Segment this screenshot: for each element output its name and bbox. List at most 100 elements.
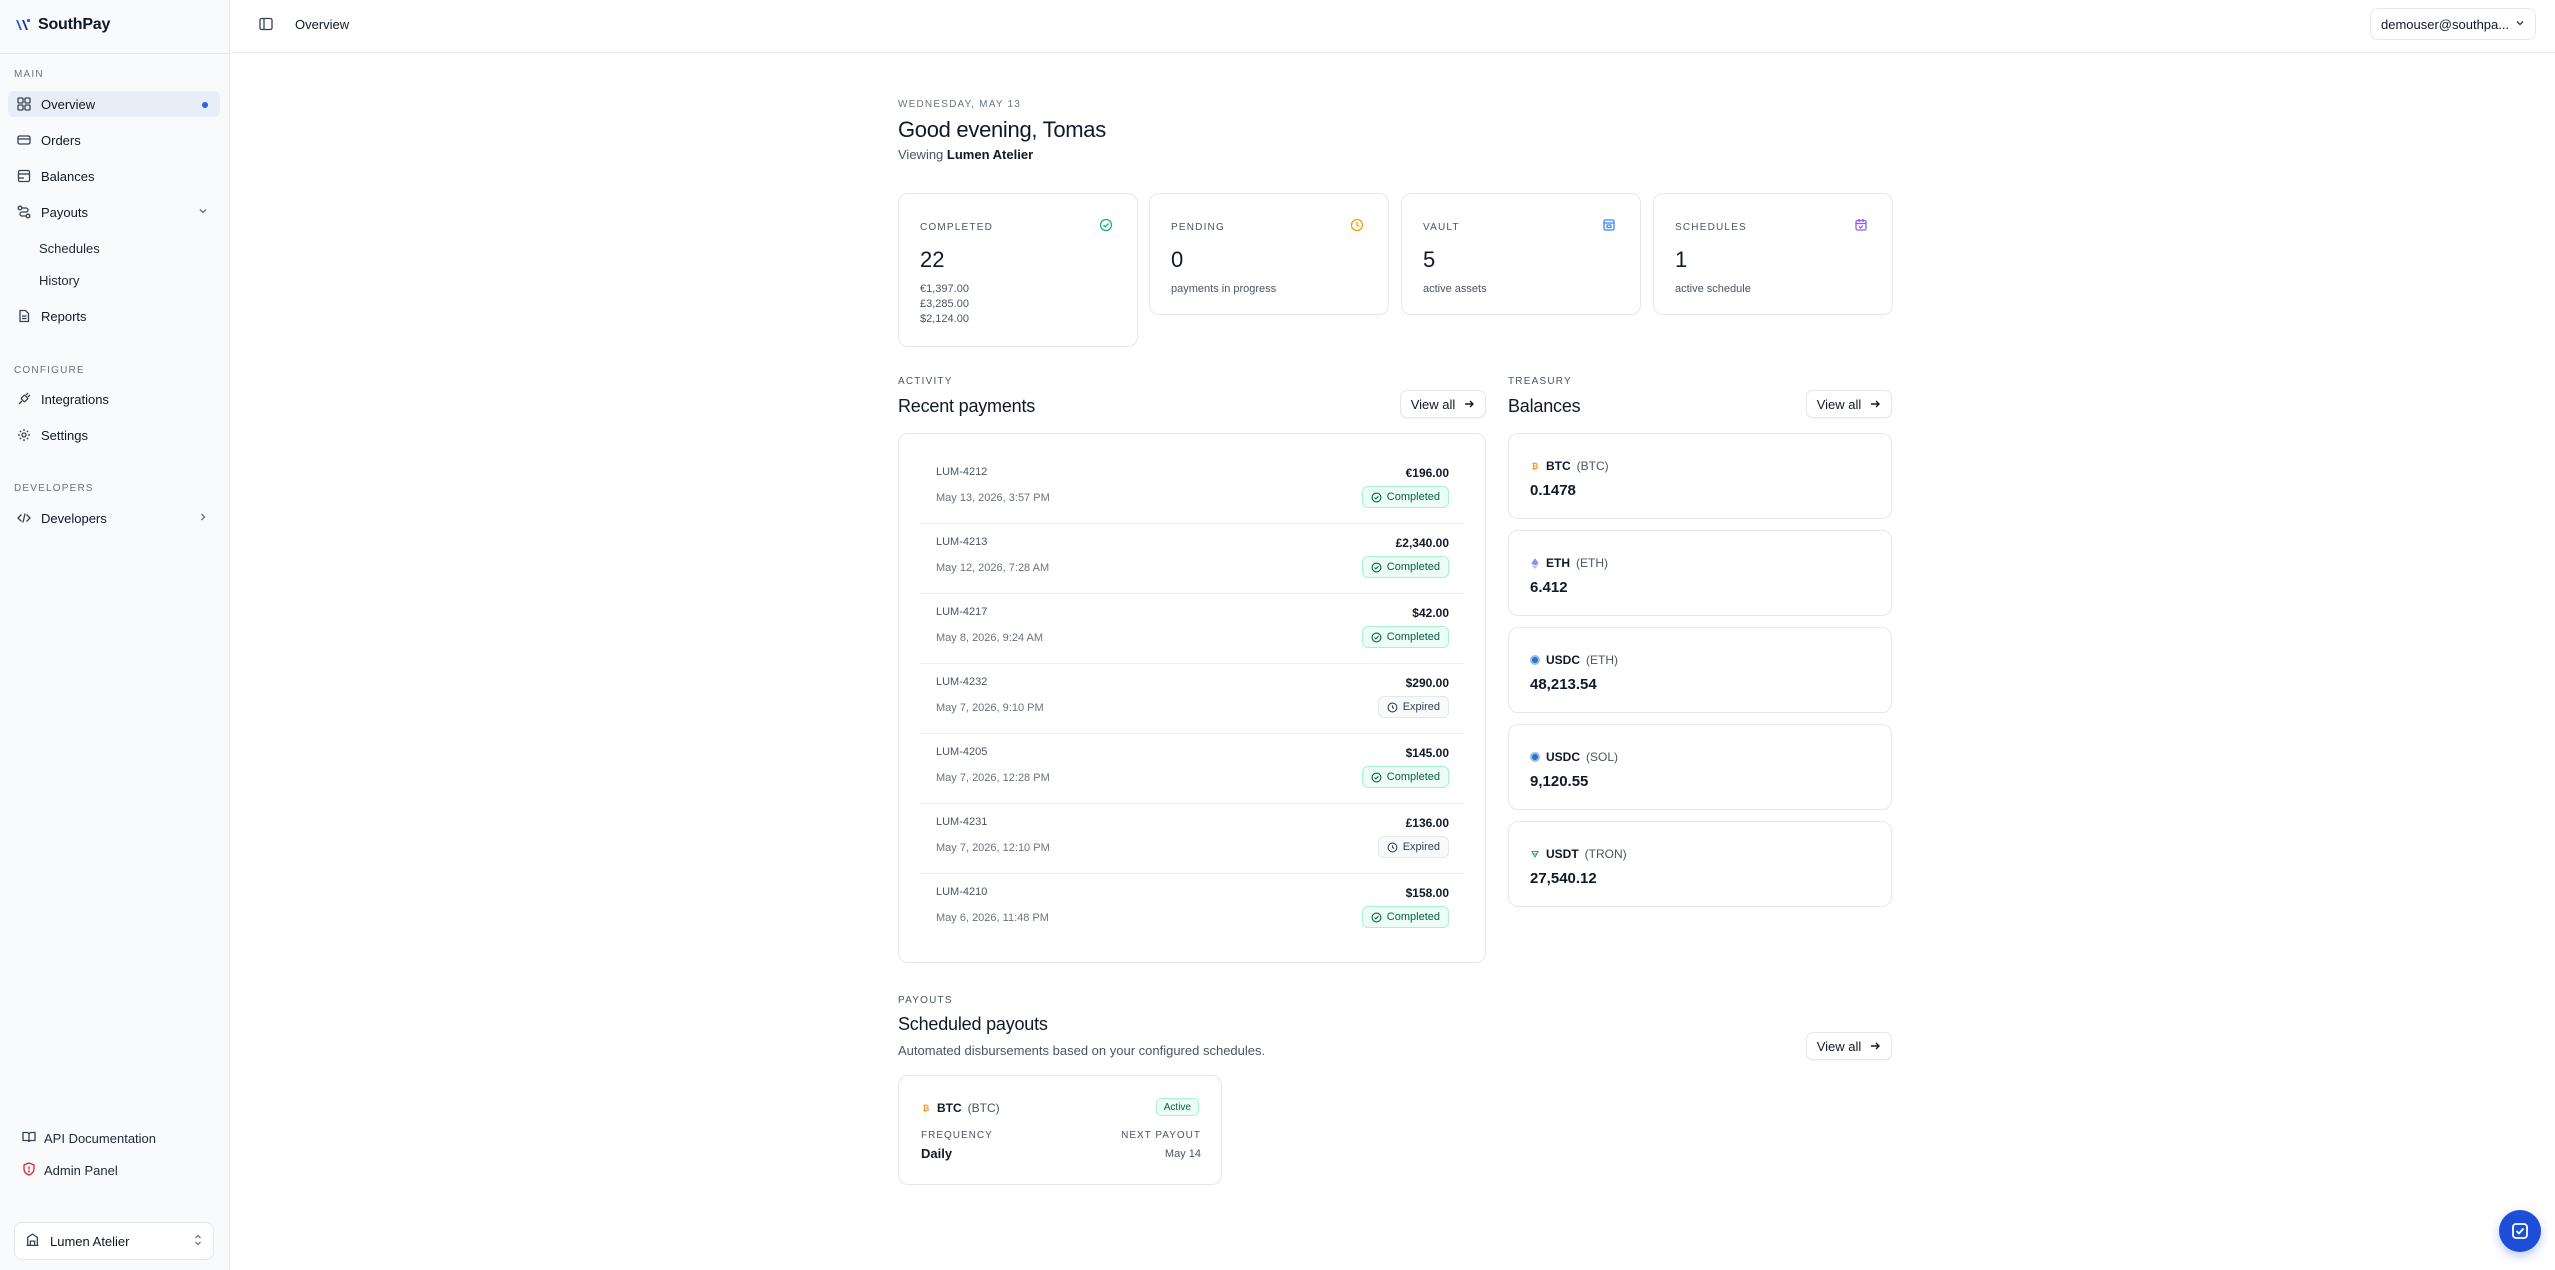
sidebar-item-label: Overview xyxy=(41,96,96,112)
status-label: Completed xyxy=(1386,911,1440,923)
btc-icon: ₿ xyxy=(922,1103,930,1113)
treasury-eyebrow: TREASURY xyxy=(1508,376,1572,387)
sidebar-item-integrations[interactable]: Integrations xyxy=(8,386,220,412)
clock-icon xyxy=(1387,702,1398,712)
payment-row[interactable]: LUM-4212 May 13, 2026, 3:57 PM €196.00 C… xyxy=(919,454,1465,524)
status-label: Completed xyxy=(1386,561,1440,573)
topbar: Overview demouser@southpa... xyxy=(231,0,2555,53)
recent-payments-title: Recent payments xyxy=(898,396,1036,416)
book-icon xyxy=(22,1130,36,1147)
building-icon xyxy=(25,1232,40,1250)
payouts-eyebrow: PAYOUTS xyxy=(898,995,953,1006)
asset-network: (ETH) xyxy=(1586,653,1619,667)
date-label: WEDNESDAY, MAY 13 xyxy=(898,99,1022,110)
sidebar-item-orders[interactable]: Orders xyxy=(8,127,220,153)
sidebar-item-developers[interactable]: Developers xyxy=(8,505,220,531)
brand-logo[interactable]: SouthPay xyxy=(14,14,110,36)
sidebar-item-label: Integrations xyxy=(41,391,109,407)
stat-card-vault[interactable]: VAULT 5 active assets xyxy=(1401,193,1641,315)
stat-card-completed[interactable]: COMPLETED 22 €1,397.00 £3,285.00 $2,124.… xyxy=(898,193,1138,347)
check-circle-icon xyxy=(1371,562,1382,572)
arrow-right-icon xyxy=(1871,400,1881,408)
viewing-context: Viewing Lumen Atelier xyxy=(898,147,1033,162)
view-all-label: View all xyxy=(1410,396,1456,412)
stat-card-schedules[interactable]: SCHEDULES 1 active schedule xyxy=(1653,193,1893,315)
usdt-icon xyxy=(1530,849,1540,859)
sidebar-item-payouts[interactable]: Payouts xyxy=(8,199,220,225)
viewing-prefix: Viewing xyxy=(898,147,944,162)
schedule-asset: ₿ BTC (BTC) xyxy=(921,1101,1000,1115)
sidebar-item-label: Orders xyxy=(41,132,81,148)
schedule-card[interactable]: ₿ BTC (BTC) Active FREQUENCY Daily NEXT … xyxy=(898,1075,1222,1185)
usdc-icon xyxy=(1530,752,1540,762)
stat-breakdown-usd: $2,124.00 xyxy=(920,313,969,325)
balance-card-usdt[interactable]: USDT (TRON) 27,540.12 xyxy=(1508,821,1892,907)
clock-icon xyxy=(1350,218,1366,234)
payment-row[interactable]: LUM-4205 May 7, 2026, 12:28 PM $145.00 C… xyxy=(919,734,1465,804)
help-chat-button[interactable] xyxy=(2499,1210,2541,1252)
sidebar-subitem-schedules[interactable]: Schedules xyxy=(30,237,220,259)
user-email: demouser@southpa... xyxy=(2381,16,2510,32)
stat-sub: active assets xyxy=(1423,283,1487,295)
asset-network: (SOL) xyxy=(1586,750,1619,764)
payment-date: May 7, 2026, 9:10 PM xyxy=(936,702,1044,714)
calendar-icon xyxy=(1854,218,1870,234)
balance-card-usdc-eth[interactable]: USDC (ETH) 48,213.54 xyxy=(1508,627,1892,713)
sidebar-item-settings[interactable]: Settings xyxy=(8,422,220,448)
balances-view-all-button[interactable]: View all xyxy=(1806,390,1892,418)
org-switcher[interactable]: Lumen Atelier xyxy=(14,1222,214,1260)
balance-card-btc[interactable]: ₿ BTC (BTC) 0.1478 xyxy=(1508,433,1892,519)
api-docs-link[interactable]: API Documentation xyxy=(22,1130,156,1147)
stat-breakdown-gbp: £3,285.00 xyxy=(920,298,969,310)
sidebar-toggle-icon xyxy=(259,17,273,31)
user-menu-button[interactable]: demouser@southpa... xyxy=(2370,8,2536,40)
asset-symbol: BTC xyxy=(1546,459,1571,473)
stat-card-pending[interactable]: PENDING 0 payments in progress xyxy=(1149,193,1389,315)
status-badge: Expired xyxy=(1377,836,1449,858)
payment-amount: $290.00 xyxy=(1405,676,1449,690)
sidebar-toggle-button[interactable] xyxy=(258,16,276,34)
payment-row[interactable]: LUM-4231 May 7, 2026, 12:10 PM £136.00 E… xyxy=(919,804,1465,874)
recent-payments-list: LUM-4212 May 13, 2026, 3:57 PM €196.00 C… xyxy=(898,433,1486,963)
stat-breakdown-eur: €1,397.00 xyxy=(920,283,969,295)
stat-value: 5 xyxy=(1423,247,1436,272)
payments-view-all-button[interactable]: View all xyxy=(1400,390,1486,418)
payment-id: LUM-4212 xyxy=(936,466,988,478)
payment-amount: €196.00 xyxy=(1405,466,1449,480)
asset-symbol: USDT xyxy=(1546,847,1579,861)
sidebar-subitem-label: History xyxy=(39,272,80,288)
asset-network: (BTC) xyxy=(967,1101,1000,1115)
plug-icon xyxy=(16,392,31,407)
sidebar-subitem-history[interactable]: History xyxy=(30,269,220,291)
org-name: Lumen Atelier xyxy=(50,1233,130,1249)
balance-card-usdc-sol[interactable]: USDC (SOL) 9,120.55 xyxy=(1508,724,1892,810)
southpay-logo-icon xyxy=(16,19,30,30)
payment-row[interactable]: LUM-4217 May 8, 2026, 9:24 AM $42.00 Com… xyxy=(919,594,1465,664)
payment-amount: £2,340.00 xyxy=(1395,536,1449,550)
status-badge: Active xyxy=(1155,1098,1199,1116)
asset-network: (TRON) xyxy=(1584,847,1627,861)
payment-row[interactable]: LUM-4232 May 7, 2026, 9:10 PM $290.00 Ex… xyxy=(919,664,1465,734)
sidebar-item-label: Developers xyxy=(41,510,107,526)
admin-panel-link[interactable]: Admin Panel xyxy=(22,1162,118,1179)
balances-title: Balances xyxy=(1508,396,1581,416)
payment-row[interactable]: LUM-4213 May 12, 2026, 7:28 AM £2,340.00… xyxy=(919,524,1465,594)
sidebar-item-overview[interactable]: Overview xyxy=(8,91,220,117)
route-icon xyxy=(16,205,31,220)
payment-date: May 6, 2026, 11:48 PM xyxy=(936,912,1049,924)
balance-card-eth[interactable]: ETH (ETH) 6.412 xyxy=(1508,530,1892,616)
chat-check-icon xyxy=(2512,1223,2528,1239)
viewing-org: Lumen Atelier xyxy=(946,147,1034,162)
balance-amount: 27,540.12 xyxy=(1530,870,1597,887)
stat-label: SCHEDULES xyxy=(1675,222,1747,233)
card-icon xyxy=(16,133,31,148)
sidebar-item-balances[interactable]: Balances xyxy=(8,163,220,189)
balance-asset: ₿ BTC (BTC) xyxy=(1530,459,1609,473)
payouts-view-all-button[interactable]: View all xyxy=(1806,1032,1892,1060)
sidebar-item-reports[interactable]: Reports xyxy=(8,303,220,329)
status-label: Completed xyxy=(1386,771,1440,783)
btc-icon: ₿ xyxy=(1531,461,1539,471)
payment-row[interactable]: LUM-4210 May 6, 2026, 11:48 PM $158.00 C… xyxy=(919,874,1465,944)
asset-symbol: BTC xyxy=(937,1101,962,1115)
stat-sub: active schedule xyxy=(1675,283,1751,295)
